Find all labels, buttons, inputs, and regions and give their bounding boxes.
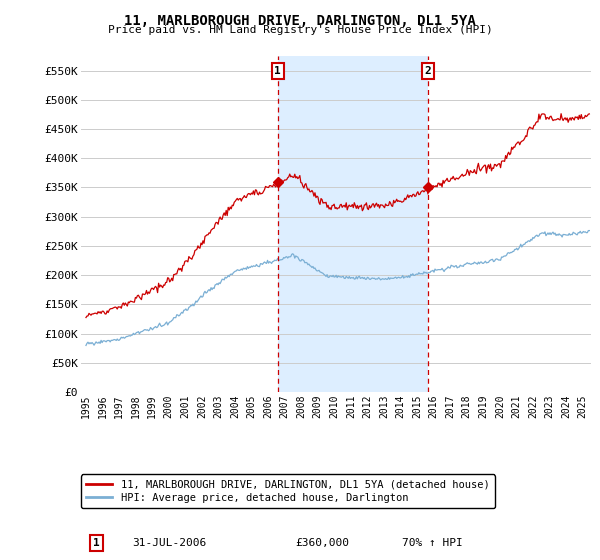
Bar — [278, 56, 428, 392]
Text: 31-JUL-2006: 31-JUL-2006 — [132, 538, 206, 548]
Text: 1: 1 — [93, 538, 100, 548]
Text: 70% ↑ HPI: 70% ↑ HPI — [403, 538, 463, 548]
Text: 1: 1 — [274, 66, 281, 76]
Text: Price paid vs. HM Land Registry's House Price Index (HPI): Price paid vs. HM Land Registry's House … — [107, 25, 493, 35]
Text: £360,000: £360,000 — [295, 538, 349, 548]
Text: 2: 2 — [424, 66, 431, 76]
Text: 11, MARLBOROUGH DRIVE, DARLINGTON, DL1 5YA: 11, MARLBOROUGH DRIVE, DARLINGTON, DL1 5… — [124, 14, 476, 28]
Legend: 11, MARLBOROUGH DRIVE, DARLINGTON, DL1 5YA (detached house), HPI: Average price,: 11, MARLBOROUGH DRIVE, DARLINGTON, DL1 5… — [81, 474, 494, 508]
